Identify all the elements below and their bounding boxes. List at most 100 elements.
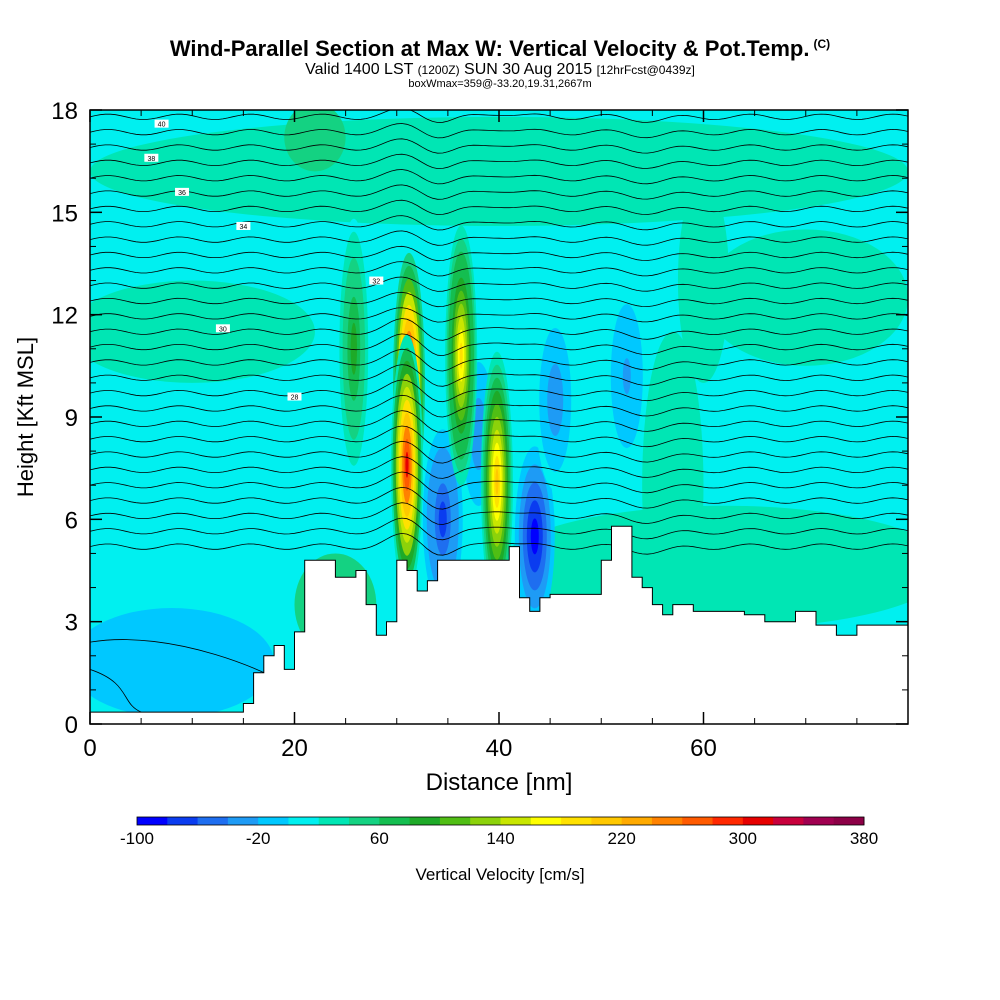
isentrope-line bbox=[90, 230, 908, 246]
y-tick-label: 12 bbox=[51, 303, 78, 330]
isentrope-label: 38 bbox=[147, 156, 155, 163]
isentrope-line bbox=[90, 318, 908, 341]
colorbar-tick-label: 140 bbox=[486, 829, 514, 848]
isentrope-label: 36 bbox=[178, 190, 186, 197]
isentrope-line bbox=[90, 456, 908, 479]
colorbar-tick-label: 380 bbox=[850, 829, 878, 848]
x-axis-label: Distance [nm] bbox=[426, 769, 573, 796]
colorbar-tick-label: 60 bbox=[370, 829, 389, 848]
colorbar-swatch bbox=[288, 817, 320, 825]
colorbar-swatch bbox=[651, 817, 683, 825]
colorbar-tick-label: -100 bbox=[120, 829, 154, 848]
chart-title: Wind-Parallel Section at Max W: Vertical… bbox=[0, 36, 1000, 62]
y-tick-label: 9 bbox=[65, 405, 78, 432]
isentrope-line bbox=[90, 123, 908, 139]
downdraft-core bbox=[622, 358, 631, 395]
colorbar-swatch bbox=[167, 817, 199, 825]
colorbar-frame bbox=[136, 816, 865, 826]
downdraft-core bbox=[551, 381, 560, 418]
subtitle-forecast: [12hrFcst@0439z] bbox=[596, 63, 695, 77]
isentrope-line bbox=[90, 394, 908, 418]
x-tick-label: 0 bbox=[83, 735, 96, 762]
isentrope-line bbox=[90, 486, 908, 510]
isentrope-label-bg bbox=[215, 324, 230, 333]
isentrope-line bbox=[90, 291, 908, 308]
colorbar-swatch bbox=[439, 817, 471, 825]
isentrope-line bbox=[90, 425, 908, 449]
isentrope-label-bg bbox=[236, 221, 251, 230]
colorbar-swatch bbox=[561, 817, 592, 825]
field-band bbox=[703, 229, 908, 366]
colorbar-swatch bbox=[773, 817, 804, 825]
isentrope-label-bg bbox=[369, 276, 384, 285]
y-tick-label: 0 bbox=[65, 712, 78, 739]
colorbar-swatch bbox=[258, 817, 289, 825]
downdraft-core bbox=[438, 501, 447, 538]
subtitle-utc: (1200Z) bbox=[417, 63, 460, 77]
field-band bbox=[90, 608, 275, 718]
isentrope-line bbox=[90, 410, 908, 433]
isentrope-line bbox=[90, 169, 908, 185]
chart-title-mark: (C) bbox=[813, 36, 831, 51]
field-band bbox=[284, 110, 346, 172]
x-tick-label: 60 bbox=[690, 735, 717, 762]
subtitle-date: SUN 30 Aug 2015 bbox=[464, 61, 593, 78]
isentrope-label-bg bbox=[287, 392, 302, 401]
colorbar-swatch bbox=[227, 817, 259, 825]
colorbar-tick-label: 220 bbox=[607, 829, 635, 848]
colorbar-swatch bbox=[349, 817, 380, 825]
isentrope-line bbox=[90, 276, 908, 292]
isentrope-line bbox=[90, 517, 908, 541]
chart-title-text: Wind-Parallel Section at Max W: Vertical… bbox=[169, 36, 810, 61]
isentrope-line bbox=[90, 138, 908, 154]
y-tick-label: 3 bbox=[65, 610, 78, 637]
colorbar-tick-label: 300 bbox=[729, 829, 757, 848]
updraft-core bbox=[405, 451, 409, 478]
colorbar-tick-label: -20 bbox=[246, 829, 271, 848]
colorbar-swatch bbox=[137, 817, 168, 825]
isentrope-label-bg bbox=[154, 119, 169, 128]
subtitle-valid: Valid 1400 LST bbox=[305, 61, 414, 78]
updraft-core bbox=[352, 335, 356, 362]
colorbar-swatch bbox=[682, 817, 714, 825]
isentrope-line bbox=[90, 184, 908, 200]
isentrope-line bbox=[90, 199, 908, 216]
isentrope-line bbox=[90, 333, 908, 357]
isentrope-line bbox=[90, 471, 908, 495]
isentrope-label: 34 bbox=[239, 224, 247, 231]
colorbar-swatch bbox=[318, 817, 350, 825]
isentrope-line bbox=[90, 307, 908, 323]
colorbar-swatch bbox=[742, 817, 774, 825]
field-band bbox=[90, 280, 315, 383]
field-band bbox=[677, 178, 730, 383]
isentrope-line bbox=[90, 215, 908, 231]
x-tick-label: 20 bbox=[281, 735, 308, 762]
isentrope-line bbox=[90, 502, 908, 525]
terrain-mask bbox=[89, 525, 909, 725]
colorbar-swatch bbox=[379, 817, 411, 825]
isentrope-line bbox=[90, 348, 908, 372]
colorbar-swatch bbox=[409, 817, 441, 825]
chart-subtitle-2: boxWmax=359@-33.20,19.31,2667m bbox=[408, 78, 592, 90]
isentrope-line bbox=[90, 153, 908, 170]
y-tick-label: 18 bbox=[51, 98, 78, 125]
colorbar-label: Vertical Velocity [cm/s] bbox=[415, 865, 584, 884]
chart-subtitle: Valid 1400 LST (1200Z) SUN 30 Aug 2015 [… bbox=[0, 61, 1000, 79]
isentrope-label-bg bbox=[144, 153, 159, 162]
colorbar-swatch bbox=[500, 817, 532, 825]
colorbar-swatch bbox=[591, 817, 623, 825]
y-tick-label: 6 bbox=[65, 507, 78, 534]
colorbar-swatch bbox=[833, 817, 865, 825]
isentrope-line bbox=[90, 379, 908, 403]
updraft-core bbox=[495, 468, 499, 495]
isentrope-label: 30 bbox=[219, 326, 227, 333]
colorbar: -100 -20 60 140 220 300 380 bbox=[120, 816, 878, 848]
field-band bbox=[642, 331, 704, 639]
x-axis: 0 20 40 60 bbox=[83, 110, 909, 762]
colorbar-swatch bbox=[470, 817, 501, 825]
isentrope-label: 32 bbox=[372, 279, 380, 286]
x-tick-label: 40 bbox=[486, 735, 513, 762]
isentrope-line bbox=[90, 93, 908, 107]
colorbar-swatch bbox=[803, 817, 835, 825]
